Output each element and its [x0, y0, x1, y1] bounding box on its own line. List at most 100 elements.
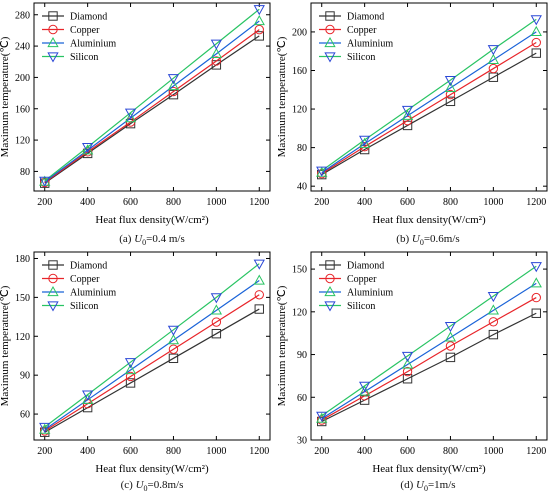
series-line-silicon: [44, 263, 260, 428]
data-point-diamond: [125, 378, 136, 388]
caption-d: (d) U0=1m/s: [400, 479, 456, 494]
x-tick-label: 1200: [526, 197, 546, 208]
legend-marker: [324, 36, 336, 48]
data-point-silicon: [253, 259, 265, 270]
y-tick-label: 150: [292, 265, 307, 276]
legend-marker: [325, 11, 335, 21]
y-tick-label: 120: [15, 136, 30, 147]
data-point-aluminium: [487, 304, 500, 315]
legend-label: Silicon: [347, 301, 375, 312]
x-tick-label: 800: [166, 446, 181, 457]
x-tick-label: 800: [443, 446, 458, 457]
legend-marker: [48, 11, 58, 21]
x-tick-label: 1200: [249, 197, 269, 208]
legend-marker: [48, 273, 58, 284]
data-point-diamond: [445, 96, 456, 107]
series-line-diamond: [44, 35, 260, 184]
data-point-diamond: [445, 352, 456, 363]
legend-label: Aluminium: [347, 288, 393, 299]
data-point-copper: [317, 415, 327, 425]
data-point-aluminium: [81, 393, 94, 404]
x-tick-label: 1200: [249, 446, 269, 457]
series-line-silicon: [321, 265, 537, 417]
data-point-diamond: [402, 374, 413, 384]
legend-label: Aluminium: [70, 288, 116, 299]
x-tick-label: 400: [80, 197, 95, 208]
data-point-silicon: [316, 411, 328, 422]
x-axis-label: Heat flux density(W/cm²): [372, 463, 486, 475]
series-line-diamond: [321, 312, 537, 423]
legend-label: Diamond: [347, 261, 384, 272]
data-point-copper: [125, 371, 136, 382]
legend-label: Copper: [347, 25, 377, 36]
legend-label: Copper: [70, 274, 100, 285]
data-point-diamond: [254, 31, 264, 41]
data-point-aluminium: [124, 112, 137, 123]
series-line-aluminium: [321, 282, 537, 420]
x-tick-label: 200: [37, 446, 52, 457]
legend-marker: [324, 285, 336, 297]
data-point-silicon: [487, 45, 500, 56]
data-point-copper: [254, 290, 264, 300]
data-point-copper: [168, 86, 179, 97]
data-point-silicon: [167, 74, 180, 85]
series-line-diamond: [44, 308, 260, 433]
x-tick-label: 600: [123, 446, 138, 457]
data-point-diamond: [168, 353, 179, 364]
data-point-aluminium: [358, 385, 371, 396]
x-tick-label: 1000: [206, 197, 226, 208]
data-point-silicon: [530, 262, 542, 273]
y-tick-label: 150: [15, 293, 30, 304]
data-point-silicon: [167, 325, 180, 336]
caption-b: (b) U0=0.6m/s: [396, 233, 460, 248]
y-axis-label: Maximum temperature(℃): [0, 285, 11, 406]
data-point-diamond: [254, 304, 264, 314]
legend-label: Copper: [347, 274, 377, 285]
data-point-silicon: [81, 390, 94, 401]
x-tick-label: 400: [357, 446, 372, 457]
x-tick-label: 600: [400, 446, 415, 457]
x-tick-label: 1200: [526, 446, 546, 457]
plot-frame: [310, 251, 548, 441]
legend-marker: [325, 260, 335, 270]
series-line-aluminium: [44, 280, 260, 431]
legend-label: Silicon: [347, 52, 375, 63]
data-point-silicon: [530, 15, 542, 26]
series-line-copper: [321, 42, 537, 175]
y-tick-label: 240: [15, 42, 30, 53]
data-point-silicon: [358, 381, 371, 392]
data-point-copper: [445, 341, 456, 351]
series-line-copper: [321, 297, 537, 421]
data-point-diamond: [211, 328, 222, 339]
data-point-aluminium: [444, 81, 457, 92]
y-tick-label: 60: [20, 410, 30, 421]
data-point-aluminium: [401, 109, 414, 120]
caption-c: (c) U0=0.8m/s: [120, 479, 184, 494]
legend-label: Diamond: [70, 12, 107, 23]
data-point-silicon: [39, 176, 51, 187]
data-point-aluminium: [253, 274, 265, 285]
data-point-silicon: [210, 39, 223, 50]
data-point-aluminium: [167, 334, 180, 345]
data-point-aluminium: [316, 412, 328, 423]
x-tick-label: 400: [80, 446, 95, 457]
y-tick-label: 200: [15, 73, 30, 84]
y-tick-label: 120: [292, 105, 307, 116]
data-point-aluminium: [210, 304, 223, 315]
chart-d: 200 400 600 800 1000 1200 30 60 90 120 150 Heat flu…: [276, 251, 548, 475]
legend-label: Diamond: [347, 12, 384, 23]
x-tick-label: 1000: [206, 446, 226, 457]
legend-label: Diamond: [70, 261, 107, 272]
legend-marker: [324, 52, 336, 63]
data-point-silicon: [444, 76, 457, 87]
x-tick-label: 1000: [483, 446, 503, 457]
x-tick-label: 800: [443, 197, 458, 208]
data-point-silicon: [316, 166, 328, 177]
series-line-copper: [44, 294, 260, 432]
x-tick-label: 200: [314, 197, 329, 208]
legend-marker: [325, 273, 335, 284]
data-point-silicon: [210, 293, 223, 304]
data-point-silicon: [401, 351, 414, 362]
data-point-aluminium: [358, 137, 371, 148]
data-point-copper: [531, 292, 541, 303]
